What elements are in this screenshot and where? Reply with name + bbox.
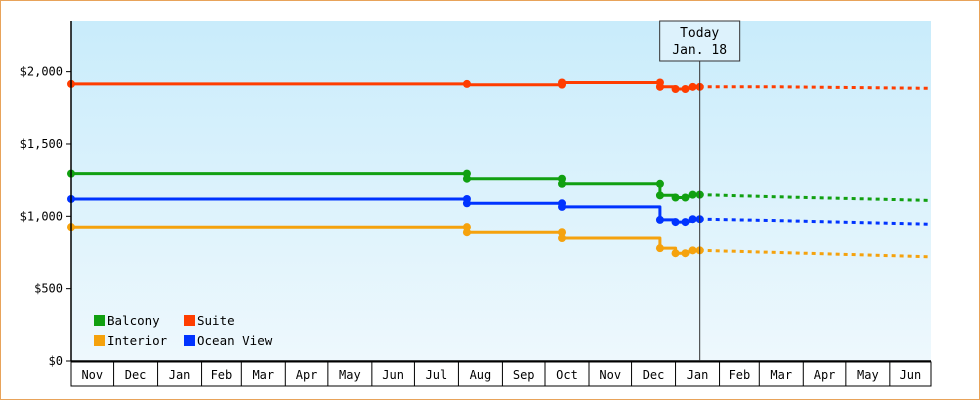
point-marker-ocean-view[interactable] — [671, 218, 680, 227]
x-tick-label: Feb — [729, 368, 751, 382]
y-tick-label: $2,000 — [20, 65, 63, 79]
today-label: Today — [680, 26, 719, 41]
plot-area — [71, 21, 931, 361]
point-marker-suite[interactable] — [655, 82, 664, 91]
x-tick-label: Jun — [382, 368, 404, 382]
x-tick-label: Jan — [687, 368, 709, 382]
point-marker-interior[interactable] — [558, 228, 567, 237]
x-tick-label: Mar — [252, 368, 274, 382]
x-tick-label: Mar — [770, 368, 792, 382]
legend-label-interior: Interior — [107, 333, 168, 348]
forecast-line-suite — [699, 85, 932, 90]
point-marker-ocean-view[interactable] — [462, 199, 471, 208]
y-tick-label: $500 — [34, 282, 63, 296]
point-marker-suite[interactable] — [688, 82, 697, 91]
point-marker-balcony[interactable] — [462, 174, 471, 183]
point-marker-balcony[interactable] — [655, 191, 664, 200]
today-marker: Today Jan. 18 — [659, 20, 741, 361]
point-marker-suite[interactable] — [671, 85, 680, 93]
legend-label-suite: Suite — [197, 313, 235, 328]
y-tick-label: $1,000 — [20, 209, 63, 223]
x-tick-label: Apr — [296, 368, 318, 382]
x-tick-label: Dec — [643, 368, 665, 382]
x-tick-label: Oct — [556, 368, 578, 382]
point-marker-interior[interactable] — [671, 249, 680, 258]
x-tick-label: Nov — [81, 368, 103, 382]
point-marker-balcony[interactable] — [655, 179, 664, 188]
axes — [70, 21, 931, 362]
legend-label-ocean-view: Ocean View — [197, 333, 273, 348]
x-axis: Nov Dec Jan Feb Mar Apr May Jun Jul Aug Sep Oct Nov D… — [70, 361, 932, 387]
legend-swatch-interior — [94, 335, 105, 346]
x-tick-label: Aug — [470, 368, 492, 382]
x-tick-label: May — [339, 368, 361, 382]
point-marker-suite[interactable] — [462, 79, 471, 88]
legend: Balcony Suite Interior Ocean View — [94, 313, 273, 348]
today-callout — [659, 20, 741, 62]
point-marker-interior[interactable] — [655, 244, 664, 253]
x-tick-label: Jan — [169, 368, 191, 382]
x-tick-label: Dec — [125, 368, 147, 382]
point-marker-balcony[interactable] — [688, 190, 697, 199]
forecast-line-ocean-view — [699, 217, 932, 226]
point-marker-interior[interactable] — [688, 246, 697, 255]
x-tick-label: Jun — [900, 368, 922, 382]
x-tick-label: Nov — [599, 368, 621, 382]
point-marker-suite[interactable] — [681, 85, 690, 93]
point-marker-ocean-view[interactable] — [655, 215, 664, 224]
point-marker-suite[interactable] — [558, 78, 567, 87]
legend-swatch-ocean-view — [184, 335, 195, 346]
point-marker-balcony[interactable] — [681, 193, 690, 202]
point-marker-ocean-view[interactable] — [688, 215, 697, 224]
point-marker-interior[interactable] — [681, 249, 690, 258]
point-marker-balcony[interactable] — [558, 179, 567, 188]
x-tick-label: May — [857, 368, 879, 382]
legend-label-balcony: Balcony — [107, 313, 160, 328]
x-tick-label: Sep — [513, 368, 535, 382]
point-marker-balcony[interactable] — [671, 193, 680, 202]
y-tick-label: $1,500 — [20, 137, 63, 151]
forecast-line-balcony — [699, 193, 932, 202]
y-tick-label: $0 — [49, 354, 63, 368]
point-marker-interior[interactable] — [462, 228, 471, 237]
x-axis-band — [70, 361, 932, 387]
legend-swatch-balcony — [94, 315, 105, 326]
x-tick-label: Apr — [814, 368, 836, 382]
x-tick-label: Feb — [211, 368, 233, 382]
forecast-line-interior — [699, 248, 932, 259]
point-marker-ocean-view[interactable] — [681, 218, 690, 227]
point-marker-ocean-view[interactable] — [558, 202, 567, 211]
point-marker-interior[interactable] — [558, 234, 567, 243]
y-axis: $0 $500 $1,000 $1,500 $2,000 — [20, 65, 71, 368]
legend-swatch-suite — [184, 315, 195, 326]
today-date: Jan. 18 — [672, 43, 727, 58]
x-tick-label: Jul — [426, 368, 448, 382]
